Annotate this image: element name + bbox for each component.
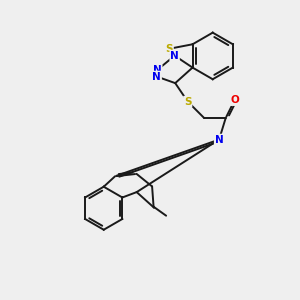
- Text: N: N: [215, 134, 224, 145]
- Text: N: N: [152, 71, 161, 82]
- Text: S: S: [166, 44, 173, 54]
- Text: N: N: [153, 65, 162, 75]
- Text: S: S: [184, 97, 191, 106]
- Text: O: O: [230, 95, 239, 105]
- Text: N: N: [170, 51, 179, 61]
